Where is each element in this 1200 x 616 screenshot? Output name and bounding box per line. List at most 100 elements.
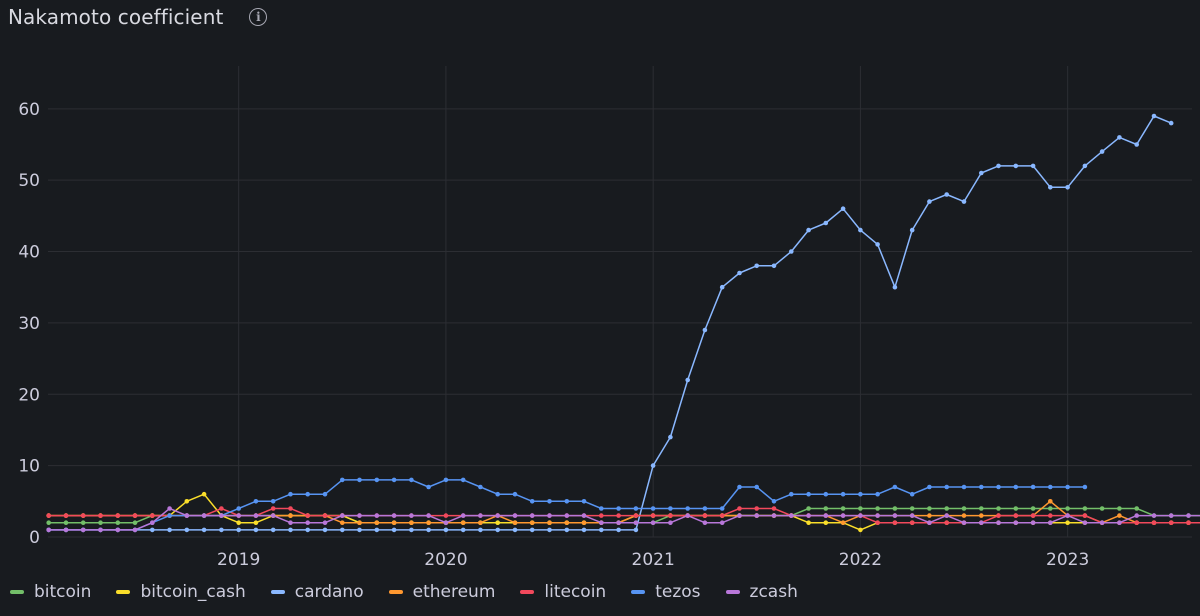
data-point-litecoin: [944, 520, 949, 525]
data-point-tezos: [737, 484, 742, 490]
data-point-ethereum: [391, 520, 397, 525]
x-tick-label: 2022: [839, 550, 882, 570]
series-line-cardano: [48, 115, 1172, 531]
data-point-litecoin: [599, 513, 604, 518]
data-point-ethereum: [409, 520, 414, 525]
data-point-tezos: [892, 484, 898, 490]
data-point-cardano: [616, 527, 621, 533]
data-point-cardano: [478, 527, 483, 533]
data-point-zcash: [996, 520, 1001, 525]
data-point-cardano: [996, 163, 1001, 169]
legend-swatch: [725, 590, 740, 594]
data-point-litecoin: [63, 513, 69, 518]
legend-item-tezos[interactable]: tezos: [631, 582, 701, 602]
data-point-zcash: [547, 513, 552, 518]
data-point-cardano: [875, 242, 880, 247]
data-point-litecoin: [80, 513, 86, 518]
data-point-tezos: [909, 491, 915, 497]
data-point-zcash: [529, 513, 535, 518]
legend-item-bitcoin[interactable]: bitcoin: [10, 582, 91, 602]
data-point-cardano: [719, 284, 725, 290]
data-point-litecoin: [719, 513, 725, 518]
data-point-cardano: [944, 192, 949, 197]
legend-item-bitcoin_cash[interactable]: bitcoin_cash: [116, 582, 246, 602]
data-point-tezos: [581, 499, 587, 504]
data-point-zcash: [236, 513, 241, 518]
data-point-cardano: [961, 199, 967, 204]
data-point-zcash: [1117, 520, 1122, 525]
data-point-zcash: [581, 513, 587, 518]
data-point-cardano: [201, 527, 207, 533]
data-point-tezos: [1030, 484, 1036, 490]
data-point-litecoin: [996, 513, 1001, 518]
data-point-litecoin: [1168, 520, 1174, 525]
series-line-bitcoin_cash: [48, 493, 1200, 531]
data-point-tezos: [495, 491, 501, 497]
data-point-cardano: [927, 199, 932, 204]
data-point-zcash: [167, 506, 172, 511]
data-point-zcash: [1030, 520, 1036, 525]
legend-swatch: [388, 590, 403, 594]
data-point-zcash: [927, 520, 932, 525]
data-point-zcash: [340, 513, 345, 518]
data-point-ethereum: [288, 513, 293, 518]
legend-item-zcash[interactable]: zcash: [725, 582, 798, 602]
data-point-litecoin: [305, 513, 311, 518]
panel-header: Nakamoto coefficient i: [0, 0, 1200, 34]
data-point-bitcoin_cash: [184, 499, 190, 504]
data-point-zcash: [443, 520, 449, 525]
data-point-cardano: [564, 527, 570, 533]
data-point-bitcoin_cash: [253, 520, 259, 525]
data-point-tezos: [754, 484, 759, 490]
data-point-ethereum: [961, 513, 967, 518]
data-point-tezos: [253, 499, 259, 504]
data-point-tezos: [806, 491, 811, 497]
y-tick-label: 60: [18, 100, 40, 120]
data-point-zcash: [909, 513, 915, 518]
data-point-bitcoin: [806, 506, 811, 511]
data-point-litecoin: [1048, 513, 1053, 518]
data-point-tezos: [927, 484, 932, 490]
data-point-zcash: [1013, 520, 1019, 525]
data-point-zcash: [201, 513, 207, 518]
data-point-tezos: [789, 491, 794, 497]
data-point-bitcoin: [132, 520, 138, 525]
info-icon[interactable]: i: [249, 8, 268, 26]
data-point-cardano: [1082, 163, 1088, 169]
data-point-ethereum: [529, 520, 535, 525]
data-point-cardano: [495, 527, 501, 533]
data-point-bitcoin: [1082, 506, 1088, 511]
data-point-tezos: [719, 506, 725, 511]
data-point-zcash: [685, 513, 690, 518]
data-point-tezos: [322, 491, 328, 497]
data-point-zcash: [115, 527, 121, 533]
data-point-cardano: [789, 249, 794, 254]
chart-legend: bitcoin bitcoin_cash cardano ethereum liteco…: [10, 582, 823, 602]
data-point-ethereum: [1117, 513, 1122, 518]
data-point-zcash: [374, 513, 380, 518]
legend-label: tezos: [655, 582, 701, 602]
legend-item-cardano[interactable]: cardano: [270, 582, 364, 602]
data-point-bitcoin: [1134, 506, 1139, 511]
data-point-zcash: [944, 513, 949, 518]
legend-item-ethereum[interactable]: ethereum: [388, 582, 496, 602]
legend-label: ethereum: [412, 582, 496, 602]
y-tick-label: 50: [18, 171, 40, 191]
data-point-tezos: [460, 477, 466, 483]
x-tick-label: 2019: [217, 550, 260, 570]
legend-item-litecoin[interactable]: litecoin: [520, 582, 606, 602]
data-point-cardano: [840, 206, 846, 211]
data-point-cardano: [771, 263, 777, 269]
data-point-cardano: [892, 284, 898, 290]
data-point-zcash: [357, 513, 362, 518]
data-point-bitcoin: [46, 520, 51, 525]
legend-swatch: [520, 590, 535, 594]
data-point-bitcoin: [996, 506, 1001, 511]
data-point-zcash: [1186, 513, 1191, 518]
data-point-bitcoin_cash: [495, 520, 501, 525]
data-point-zcash: [1065, 513, 1070, 518]
series-line-ethereum: [48, 500, 1200, 524]
data-point-zcash: [771, 513, 777, 518]
data-point-tezos: [616, 506, 621, 511]
data-point-bitcoin: [80, 520, 86, 525]
